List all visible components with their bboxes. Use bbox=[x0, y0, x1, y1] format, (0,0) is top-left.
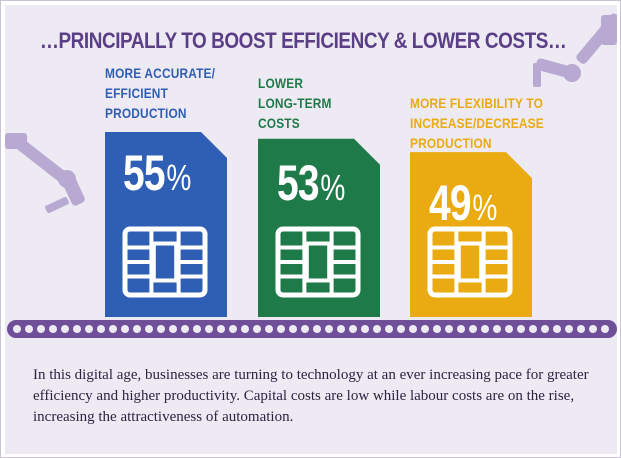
value-label-3: 49% bbox=[429, 178, 497, 228]
value-label-1: 55% bbox=[123, 148, 191, 198]
bar-cards bbox=[105, 132, 532, 317]
value-unit-3: % bbox=[472, 187, 497, 228]
conveyor-belt bbox=[7, 320, 617, 338]
value-unit-2: % bbox=[320, 167, 345, 208]
value-label-2: 53% bbox=[277, 158, 345, 208]
value-unit-1: % bbox=[166, 157, 191, 198]
value-number-1: 55 bbox=[123, 145, 166, 201]
robot-arm-left-icon bbox=[5, 133, 85, 214]
footer-paragraph: In this digital age, businesses are turn… bbox=[33, 367, 589, 425]
chart-graphic bbox=[5, 13, 617, 338]
category-label-3: MORE FLEXIBILITY TO INCREASE/DECREASE PR… bbox=[410, 95, 544, 151]
chip-icon-1 bbox=[122, 226, 208, 298]
bar-1 bbox=[105, 132, 227, 317]
value-number-3: 49 bbox=[429, 175, 472, 231]
chart-title: …PRINCIPALLY TO BOOST EFFICIENCY & LOWER… bbox=[40, 28, 567, 53]
value-number-2: 53 bbox=[277, 155, 320, 211]
category-label-2: LOWER LONG-TERM COSTS bbox=[258, 75, 332, 131]
chip-icon-3 bbox=[427, 226, 513, 298]
chip-icon-2 bbox=[275, 226, 361, 298]
robot-arm-right-icon bbox=[533, 13, 617, 87]
infographic-panel: …PRINCIPALLY TO BOOST EFFICIENCY & LOWER… bbox=[5, 5, 617, 454]
category-label-1: MORE ACCURATE/ EFFICIENT PRODUCTION bbox=[105, 65, 216, 121]
